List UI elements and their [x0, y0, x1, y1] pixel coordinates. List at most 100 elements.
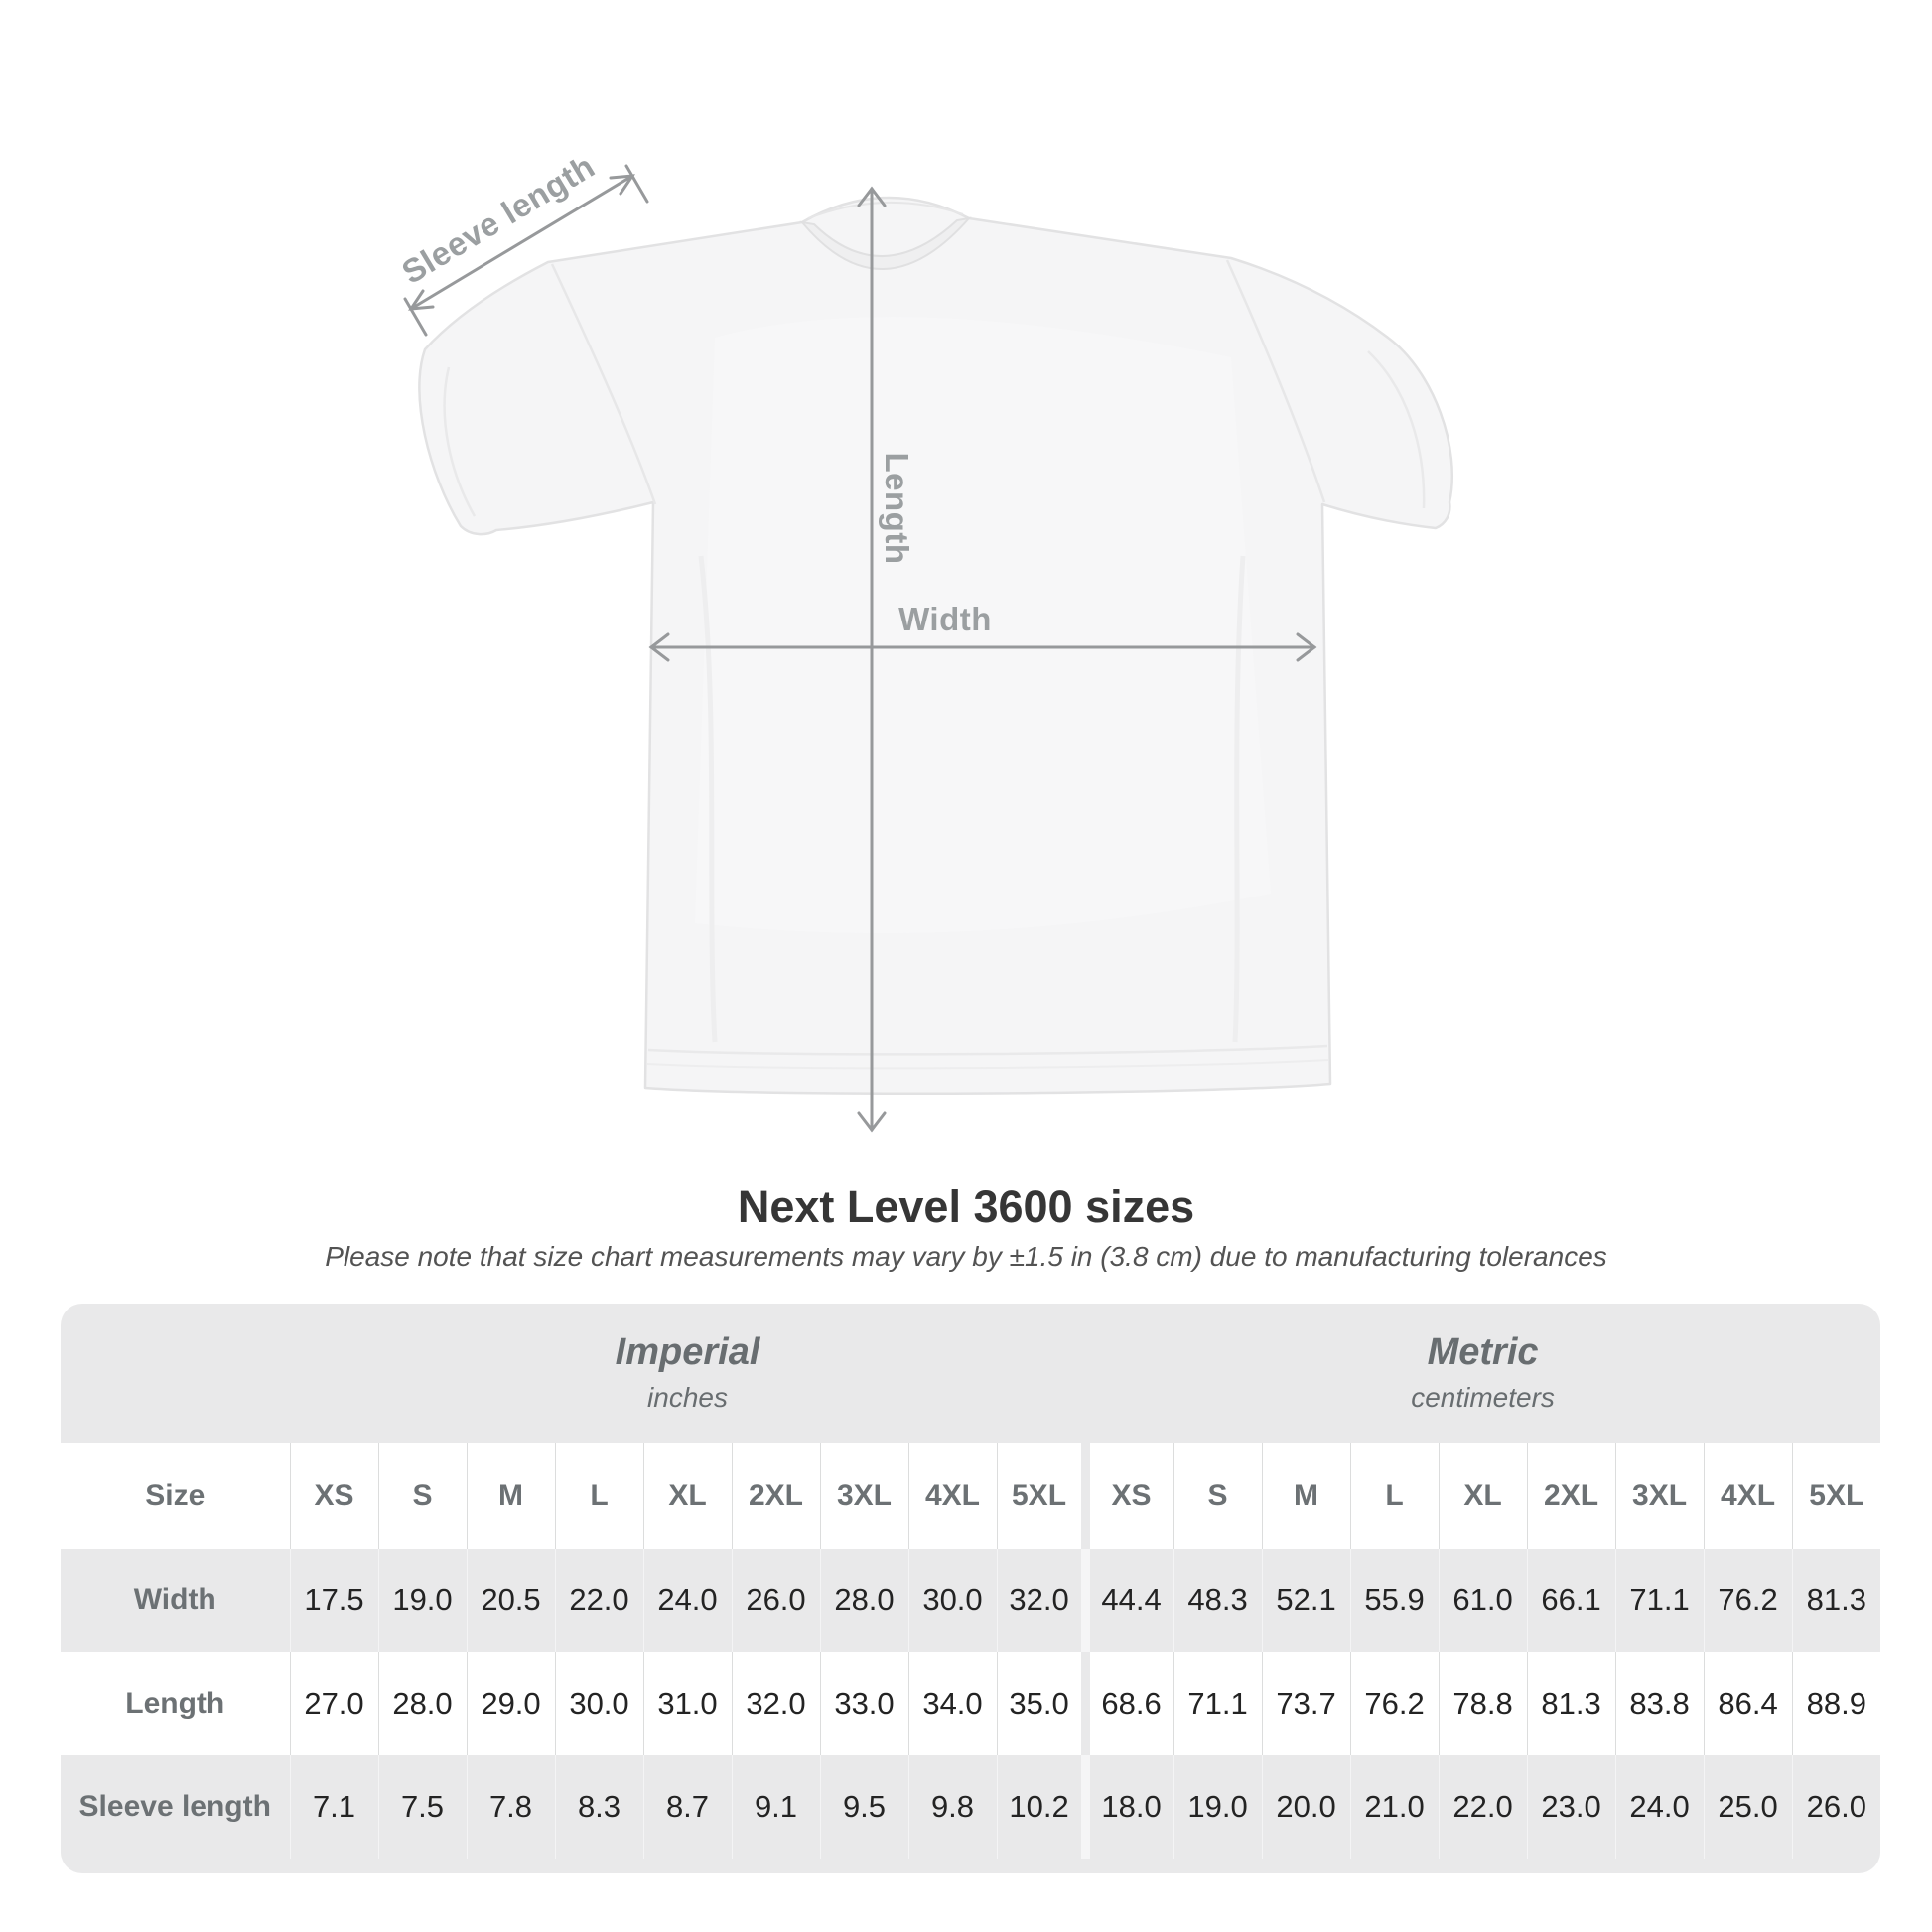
value-cell: 76.2 [1349, 1652, 1440, 1755]
value-cell: 28.0 [377, 1652, 467, 1755]
value-cell: 9.1 [731, 1755, 820, 1859]
imperial-group-unit: inches [647, 1382, 728, 1414]
row-label: Sleeve length [61, 1755, 290, 1859]
size-header-row: Size XS S M L XL 2XL 3XL 4XL 5XL XS S M L XL 2XL 3XL 4XL… [61, 1443, 1880, 1549]
row-label: Length [61, 1652, 290, 1755]
value-cell: 61.0 [1438, 1549, 1528, 1652]
size-col-imperial-m: M [466, 1443, 555, 1549]
unit-group-row: Imperial inches Metric centimeters [61, 1304, 1880, 1443]
value-cell: 76.2 [1703, 1549, 1793, 1652]
value-cell: 34.0 [907, 1652, 997, 1755]
value-cell: 17.5 [289, 1549, 378, 1652]
right-armhole-seam [1225, 259, 1326, 503]
value-cell: 52.1 [1261, 1549, 1351, 1652]
value-cell: 73.7 [1261, 1652, 1351, 1755]
size-col-imperial-4xl: 4XL [907, 1443, 997, 1549]
value-cell: 25.0 [1703, 1755, 1793, 1859]
value-cell: 33.0 [819, 1652, 908, 1755]
size-col-imperial-2xl: 2XL [731, 1443, 820, 1549]
tshirt-illustration [403, 164, 1454, 1133]
value-cell: 18.0 [1080, 1755, 1174, 1859]
length-label: Length [879, 452, 915, 565]
value-cell: 83.8 [1614, 1652, 1705, 1755]
measure-row-sleeve-length: Sleeve length 7.1 7.5 7.8 8.3 8.7 9.1 9.5 9.8 10.… [61, 1755, 1880, 1859]
value-cell: 22.0 [554, 1549, 643, 1652]
value-cell: 9.5 [819, 1755, 908, 1859]
hem-stitch-lower [646, 1059, 1329, 1070]
value-cell: 21.0 [1349, 1755, 1440, 1859]
value-cell: 81.3 [1791, 1549, 1880, 1652]
value-cell: 32.0 [731, 1652, 820, 1755]
value-cell: 81.3 [1526, 1652, 1616, 1755]
size-col-imperial-xl: XL [642, 1443, 732, 1549]
value-cell: 7.1 [289, 1755, 378, 1859]
size-col-imperial-xs: XS [289, 1443, 378, 1549]
value-cell: 29.0 [466, 1652, 555, 1755]
collar-band [799, 216, 972, 270]
measurement-annotations [403, 164, 1317, 1133]
value-cell: 27.0 [289, 1652, 378, 1755]
value-cell: 9.8 [907, 1755, 997, 1859]
width-label: Width [898, 601, 992, 637]
value-cell: 44.4 [1080, 1549, 1174, 1652]
right-sleeve-hem [1367, 350, 1426, 509]
value-cell: 71.1 [1614, 1549, 1705, 1652]
hem-stitch-upper [647, 1044, 1328, 1056]
value-cell: 66.1 [1526, 1549, 1616, 1652]
fabric-crease-left [698, 555, 718, 1043]
value-cell: 7.8 [466, 1755, 555, 1859]
size-chart-table: Imperial inches Metric centimeters Size … [61, 1304, 1880, 1859]
value-cell: 48.3 [1173, 1549, 1263, 1652]
value-cell: 10.2 [996, 1755, 1086, 1859]
value-cell: 23.0 [1526, 1755, 1616, 1859]
group-corner [61, 1304, 290, 1443]
value-cell: 26.0 [1791, 1755, 1880, 1859]
size-corner-label: Size [61, 1443, 290, 1549]
metric-group-title: Metric [1427, 1330, 1539, 1373]
value-cell: 24.0 [642, 1549, 732, 1652]
length-arrow [857, 186, 887, 1133]
value-cell: 30.0 [554, 1652, 643, 1755]
size-col-metric-s: S [1173, 1443, 1263, 1549]
value-cell: 78.8 [1438, 1652, 1528, 1755]
size-col-metric-4xl: 4XL [1703, 1443, 1793, 1549]
value-cell: 32.0 [996, 1549, 1086, 1652]
size-col-metric-3xl: 3XL [1614, 1443, 1705, 1549]
value-cell: 35.0 [996, 1652, 1086, 1755]
value-cell: 20.0 [1261, 1755, 1351, 1859]
collar-back-seam [807, 201, 964, 219]
measure-row-length: Length 27.0 28.0 29.0 30.0 31.0 32.0 33.0 34.0 35… [61, 1652, 1880, 1755]
value-cell: 24.0 [1614, 1755, 1705, 1859]
value-cell: 8.7 [642, 1755, 732, 1859]
group-imperial: Imperial inches [290, 1304, 1085, 1443]
value-cell: 68.6 [1080, 1652, 1174, 1755]
fabric-crease-right [1232, 555, 1246, 1043]
metric-group-unit: centimeters [1411, 1382, 1555, 1414]
value-cell: 55.9 [1349, 1549, 1440, 1652]
size-col-imperial-5xl: 5XL [996, 1443, 1086, 1549]
value-cell: 86.4 [1703, 1652, 1793, 1755]
size-col-metric-xl: XL [1438, 1443, 1528, 1549]
size-col-metric-xs: XS [1080, 1443, 1174, 1549]
value-cell: 8.3 [554, 1755, 643, 1859]
size-col-imperial-l: L [554, 1443, 643, 1549]
row-label: Width [61, 1549, 290, 1652]
left-armhole-seam [550, 263, 657, 505]
value-cell: 88.9 [1791, 1652, 1880, 1755]
value-cell: 22.0 [1438, 1755, 1528, 1859]
width-arrow [648, 632, 1317, 662]
measure-row-width: Width 17.5 19.0 20.5 22.0 24.0 26.0 28.0 30.0 32.… [61, 1549, 1880, 1652]
tshirt-diagram: Sleeve length Length Width [395, 147, 1454, 1133]
tolerance-note: Please note that size chart measurements… [325, 1241, 1607, 1272]
value-cell: 28.0 [819, 1549, 908, 1652]
size-chart-card: Imperial inches Metric centimeters Size … [61, 1304, 1880, 1873]
fabric-highlight [695, 317, 1271, 934]
value-cell: 31.0 [642, 1652, 732, 1755]
group-metric: Metric centimeters [1085, 1304, 1880, 1443]
page-title: Next Level 3600 sizes [737, 1181, 1195, 1232]
imperial-group-title: Imperial [615, 1330, 760, 1373]
size-col-imperial-s: S [377, 1443, 467, 1549]
size-col-metric-m: M [1261, 1443, 1351, 1549]
size-col-imperial-3xl: 3XL [819, 1443, 908, 1549]
